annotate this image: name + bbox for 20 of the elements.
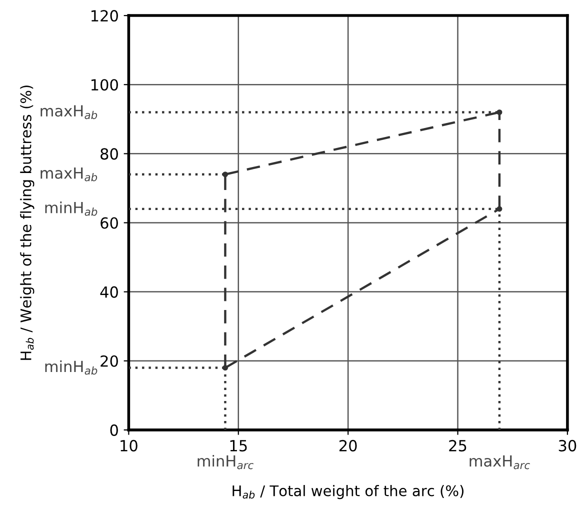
y-tick-label: 20: [100, 355, 118, 367]
y-tick-label: 120: [91, 10, 118, 22]
annotation: maxH$_{arc}$: [470, 455, 530, 470]
annotation: minH$_{ab}$: [45, 360, 98, 375]
y-tick-label: 40: [100, 286, 118, 298]
x-axis-title: H$_{ab}$ / Total weight of the arc (%): [232, 485, 464, 500]
annotation: maxH$_{ab}$: [40, 167, 98, 182]
y-tick-label: 80: [100, 148, 118, 160]
x-tick-label: 15: [230, 440, 247, 452]
annotation: minH$_{ab}$: [45, 202, 98, 216]
annotation: maxH$_{ab}$: [40, 105, 98, 120]
y-axis-title: H$_{ab}$ / Weight of the flying buttress (%): [20, 86, 34, 360]
x-tick-label: 20: [339, 440, 357, 452]
x-tick-label: 30: [558, 440, 576, 452]
x-tick-label: 10: [120, 440, 138, 452]
y-tick-label: 60: [100, 217, 118, 229]
x-tick-label: 25: [449, 440, 466, 452]
y-tick-label: 0: [110, 424, 118, 436]
y-tick-label: 100: [91, 79, 118, 91]
annotation: minH$_{arc}$: [198, 454, 254, 470]
